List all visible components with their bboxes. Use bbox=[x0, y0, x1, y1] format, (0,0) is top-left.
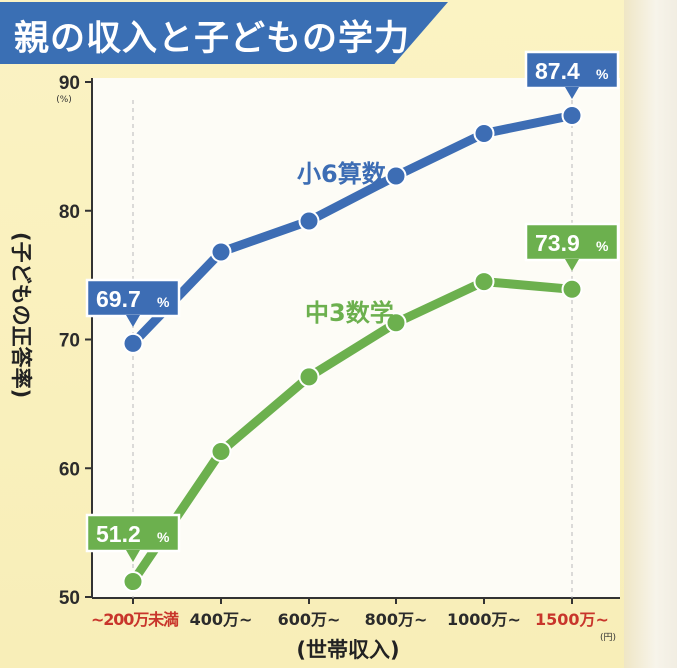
callout-percent: % bbox=[157, 529, 170, 545]
callout-box bbox=[524, 222, 620, 262]
axes bbox=[91, 78, 620, 599]
callout-percent: % bbox=[596, 66, 609, 82]
data-point bbox=[561, 104, 583, 126]
background-strip bbox=[624, 0, 677, 668]
value-callout: 69.7% bbox=[85, 278, 181, 327]
value-callout: 73.9% bbox=[524, 222, 620, 271]
value-callouts: 69.7 %87.4 %51.2 %73.9% bbox=[85, 50, 620, 562]
series-label: 小6算数 bbox=[297, 160, 387, 188]
data-point bbox=[473, 123, 495, 144]
callout-percent: % bbox=[596, 238, 609, 254]
data-point bbox=[473, 271, 495, 293]
y-unit-label: (%) bbox=[56, 95, 72, 105]
callout-pointer bbox=[126, 315, 140, 327]
series-line bbox=[128, 277, 577, 586]
data-point bbox=[210, 441, 232, 463]
x-tick-label: 600万~ bbox=[278, 610, 341, 629]
data-point bbox=[298, 366, 320, 388]
callout-pointer bbox=[565, 259, 579, 271]
x-axis-title: (世帯収入) bbox=[296, 638, 399, 662]
series-line bbox=[128, 111, 577, 348]
x-tick-label: 1500万~ bbox=[535, 610, 609, 629]
value-callout: 87.4% bbox=[524, 50, 620, 99]
y-tick-label: 60 bbox=[59, 459, 80, 480]
value-callout: 51.2% bbox=[85, 513, 181, 562]
callout-value: 87.4 bbox=[535, 58, 580, 84]
callout-pointer bbox=[126, 550, 140, 562]
callout-value: 51.2 bbox=[96, 521, 141, 547]
callout-box bbox=[85, 278, 181, 318]
axis-titles: (子どもの正答率) (世帯収入) bbox=[9, 232, 400, 662]
data-point bbox=[561, 278, 583, 300]
callout-value: 69.7 bbox=[96, 286, 141, 312]
callout-value: 73.9 bbox=[535, 230, 580, 256]
x-tick-label: 1000万~ bbox=[447, 610, 521, 629]
data-point bbox=[122, 571, 144, 593]
series-label: 中3数学 bbox=[305, 299, 394, 327]
data-point bbox=[385, 312, 407, 334]
y-tick-label: 70 bbox=[59, 331, 80, 352]
title-banner: 親の収入と子どもの学力 bbox=[0, 2, 448, 64]
data-point bbox=[122, 332, 144, 354]
callout-percent: % bbox=[157, 294, 170, 310]
data-point bbox=[298, 210, 320, 232]
chart-title: 親の収入と子どもの学力 bbox=[14, 19, 411, 59]
y-tick-label: 80 bbox=[59, 202, 80, 223]
data-point bbox=[210, 241, 232, 263]
callout-pointer bbox=[565, 87, 579, 99]
y-tick-label: 90 bbox=[59, 73, 80, 94]
x-tick-label: 400万~ bbox=[190, 610, 253, 629]
x-tick-labels: ~200万未満 400万~ 600万~ 800万~ 1000万~ 1500万~ (円) bbox=[91, 598, 616, 643]
data-point bbox=[385, 165, 407, 187]
y-axis-title: (子どもの正答率) bbox=[9, 232, 33, 398]
x-tick-label: 800万~ bbox=[365, 610, 428, 629]
x-unit-label: (円) bbox=[600, 632, 616, 643]
y-tick-labels: 50 60 70 80 90(%) bbox=[56, 73, 92, 609]
callout-box bbox=[85, 513, 181, 553]
y-tick-label: 50 bbox=[59, 588, 80, 609]
x-tick-label: ~200万未満 bbox=[91, 610, 179, 629]
series-lines bbox=[122, 104, 583, 593]
